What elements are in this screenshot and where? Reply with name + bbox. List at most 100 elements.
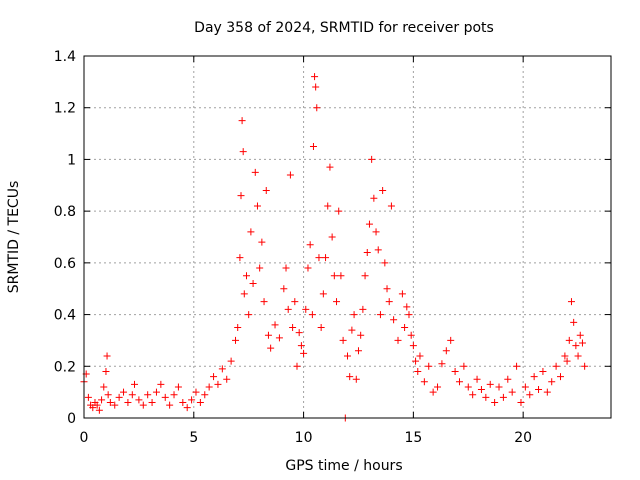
data-point [455,378,463,386]
plot-frame [83,55,612,419]
data-point [319,290,327,298]
data-point [352,375,360,383]
data-point [486,380,494,388]
data-point [412,357,420,365]
data-point [335,207,343,215]
data-point [561,352,569,360]
x-tick-label: 0 [80,430,89,446]
data-point [262,186,270,194]
data-point [322,254,330,262]
axis-ticks [83,55,611,419]
data-point [300,349,308,357]
data-point [103,352,111,360]
x-tick-labels: 0 5 10 15 20 [80,430,533,446]
data-point [543,388,551,396]
data-point [499,393,507,401]
data-point [89,404,97,412]
data-point [535,386,543,394]
data-point [482,393,490,401]
data-point [152,388,160,396]
data-point [387,202,395,210]
data-point [401,324,409,331]
data-point [390,316,398,324]
data-point [556,373,564,381]
data-point [420,378,428,386]
data-point [372,228,380,236]
data-point [297,342,305,350]
data-point [572,342,580,350]
y-tick-label: 0.4 [54,308,76,324]
y-tick-label: 0 [67,411,76,427]
data-point [271,321,279,329]
data-point [201,391,209,399]
data-point [128,391,136,399]
data-point [530,373,538,381]
y-tick-label: 1 [67,152,76,168]
data-points [80,73,589,422]
data-point [548,378,556,386]
data-point [526,391,534,399]
data-point [361,272,369,280]
data-point [363,249,371,257]
data-point [98,396,106,404]
data-point [227,357,235,365]
data-point [460,362,468,370]
data-point [247,228,255,236]
data-point [398,290,406,298]
y-tick-label: 0.6 [54,256,76,272]
data-point [344,352,351,360]
data-point [495,383,503,391]
data-point [491,398,499,406]
data-point [205,383,213,391]
data-point [115,393,123,401]
data-point [111,401,119,409]
data-point [192,388,200,396]
data-point [196,398,204,406]
data-point [425,362,433,370]
data-point [249,280,257,288]
data-point [350,311,358,319]
data-point [552,362,560,370]
data-point [324,202,332,210]
data-point [354,347,362,355]
data-point [469,391,477,399]
data-point [578,339,586,347]
data-point [282,264,290,272]
data-point [293,362,301,370]
data-point [473,375,481,383]
data-point [102,367,110,375]
data-point [170,391,178,399]
data-point [405,311,413,319]
data-point [429,388,437,396]
data-point [570,318,578,326]
data-point [236,254,244,262]
data-point [539,367,547,375]
data-point [403,303,411,311]
data-point [106,398,114,406]
data-point [309,143,317,150]
data-point [218,365,226,373]
data-point [328,233,336,241]
data-point [256,264,264,272]
data-point [409,342,417,350]
data-point [451,367,459,375]
data-point [416,352,424,360]
data-point [464,383,472,391]
data-point [183,404,191,412]
data-point [237,192,245,200]
data-point [264,331,272,339]
data-point [581,362,589,370]
data-point [513,362,521,370]
data-point [286,171,294,179]
grid-lines [84,56,611,418]
data-point [124,398,132,406]
data-point [188,396,196,404]
data-point [267,344,275,352]
data-point [315,254,323,262]
x-tick-label: 20 [514,430,532,446]
data-point [95,406,103,414]
data-point [477,386,485,394]
data-point [521,383,529,391]
data-point [144,391,152,399]
